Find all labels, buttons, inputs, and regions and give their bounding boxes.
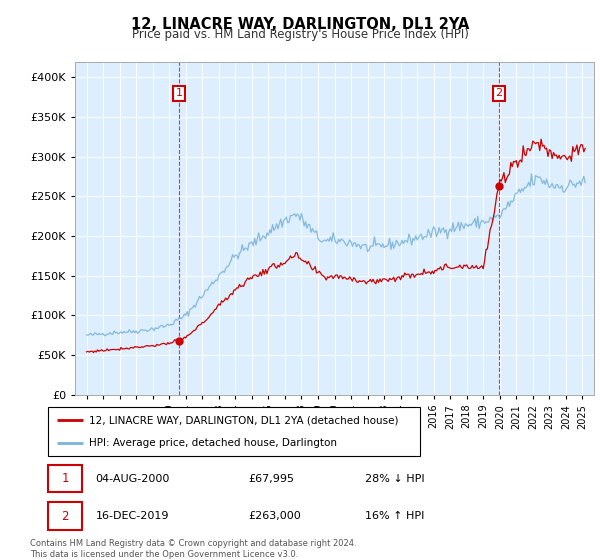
Text: 04-AUG-2000: 04-AUG-2000 — [95, 474, 170, 483]
Text: 28% ↓ HPI: 28% ↓ HPI — [365, 474, 424, 483]
Text: 1: 1 — [61, 472, 69, 485]
Text: Price paid vs. HM Land Registry's House Price Index (HPI): Price paid vs. HM Land Registry's House … — [131, 28, 469, 41]
Bar — [48, 465, 82, 492]
Text: £263,000: £263,000 — [248, 511, 301, 521]
Text: 16-DEC-2019: 16-DEC-2019 — [95, 511, 169, 521]
Text: HPI: Average price, detached house, Darlington: HPI: Average price, detached house, Darl… — [89, 438, 337, 448]
Text: £67,995: £67,995 — [248, 474, 295, 483]
Text: 2: 2 — [496, 88, 503, 99]
Bar — [48, 502, 82, 530]
Text: 12, LINACRE WAY, DARLINGTON, DL1 2YA: 12, LINACRE WAY, DARLINGTON, DL1 2YA — [131, 17, 469, 32]
Text: 16% ↑ HPI: 16% ↑ HPI — [365, 511, 424, 521]
Text: 1: 1 — [175, 88, 182, 99]
Text: 2: 2 — [61, 510, 69, 522]
Text: 12, LINACRE WAY, DARLINGTON, DL1 2YA (detached house): 12, LINACRE WAY, DARLINGTON, DL1 2YA (de… — [89, 416, 398, 426]
Text: Contains HM Land Registry data © Crown copyright and database right 2024.
This d: Contains HM Land Registry data © Crown c… — [30, 539, 356, 559]
